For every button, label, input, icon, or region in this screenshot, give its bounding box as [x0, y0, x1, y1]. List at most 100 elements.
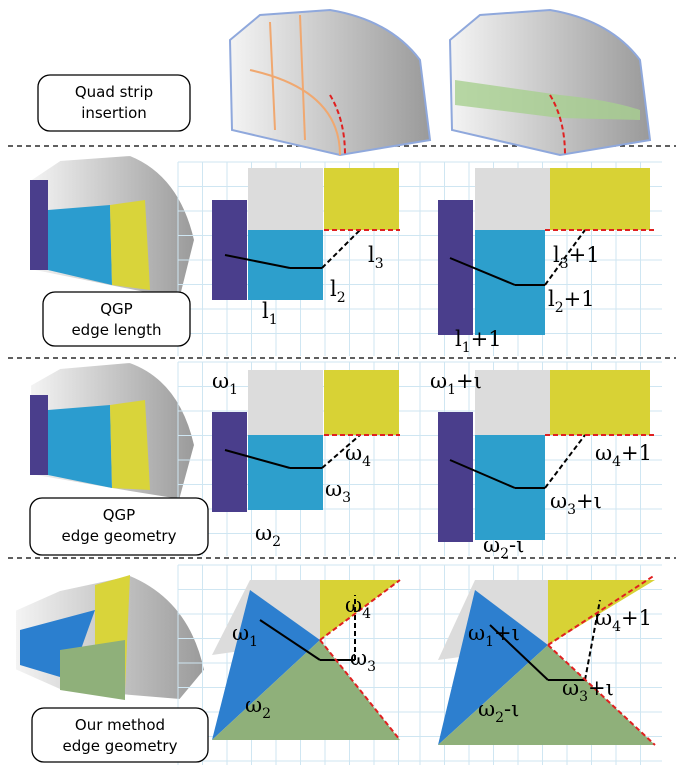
math-label: ω2-ι [478, 697, 519, 726]
math-label: l1 [262, 299, 278, 328]
math-label: ω2 [245, 693, 271, 722]
math-label: ω3 [325, 477, 351, 506]
arrow [449, 459, 516, 489]
label-base: ω [255, 521, 272, 545]
models-left [14, 153, 207, 702]
math-label: ω4+1 [595, 441, 652, 470]
cell [212, 590, 320, 740]
label-sub: 1 [462, 340, 471, 356]
cell [324, 370, 399, 435]
math-label: l2+1 [548, 287, 595, 316]
math-label: l3 [368, 243, 384, 272]
row-label: edge geometry [63, 737, 178, 755]
cell [248, 435, 323, 510]
label-base: l [368, 243, 375, 267]
label-suffix: +ι [588, 676, 614, 700]
label-base: l [553, 243, 560, 267]
cell [438, 590, 548, 745]
label-sub: 1 [485, 634, 494, 650]
label-sub: 3 [342, 490, 351, 506]
cell [550, 168, 650, 230]
label-sub: 1 [249, 634, 258, 650]
math-label: ω3+ι [550, 489, 602, 518]
cell [475, 168, 550, 230]
cell [212, 200, 247, 300]
label-suffix: +ι [456, 369, 482, 393]
cell [475, 370, 550, 435]
math-label: ω3 [350, 646, 376, 675]
label-sub: 2 [555, 300, 564, 316]
label-base: ω [468, 621, 485, 645]
label-box [29, 497, 209, 556]
math-label: ω4+1 [595, 606, 652, 635]
dash [321, 434, 361, 469]
label-suffix: +1 [621, 441, 652, 465]
label-base: ω [430, 369, 447, 393]
dash [547, 644, 656, 746]
label-suffix: -ι [504, 697, 519, 721]
label-sub: 3 [560, 256, 569, 272]
cell [248, 370, 323, 435]
label-sub: 2 [337, 290, 346, 306]
math-label: ω1+ι [430, 369, 482, 398]
label-sub: 4 [612, 454, 621, 470]
label-box [37, 74, 191, 132]
label-base: l [262, 299, 269, 323]
math-label: l3+1 [553, 243, 600, 272]
cell [438, 645, 655, 745]
label-suffix: +ι [576, 489, 602, 513]
arrow [489, 624, 549, 681]
dash [321, 229, 361, 269]
math-label: ω1 [232, 621, 258, 650]
arrow [259, 619, 321, 661]
math-label: ω2-ι [483, 533, 524, 562]
row-label: Our method [75, 716, 165, 734]
label-sub: 2 [262, 706, 271, 722]
label-box [31, 707, 209, 763]
label-suffix: +1 [471, 327, 502, 351]
row-label: insertion [81, 104, 147, 122]
dash [544, 229, 586, 286]
math-label: ω4 [345, 593, 371, 622]
arrow [224, 254, 291, 269]
row-label: QGP [103, 506, 135, 524]
math-label: ω3+ι [562, 676, 614, 705]
label-sub: 1 [229, 382, 238, 398]
cell [550, 370, 650, 435]
arrow [224, 449, 291, 469]
label-base: ω [350, 646, 367, 670]
cell [548, 580, 655, 645]
label-base: ω [325, 477, 342, 501]
label-box [42, 291, 191, 347]
math-label: ω1+ι [468, 621, 520, 650]
math-label: l1+1 [455, 327, 502, 356]
label-base: ω [232, 621, 249, 645]
label-sub: 3 [375, 256, 384, 272]
cell [438, 200, 473, 335]
math-label: ω1 [212, 369, 238, 398]
row-label: Quad strip [75, 83, 153, 101]
label-sub: 3 [567, 502, 576, 518]
label-base: l [455, 327, 462, 351]
label-base: l [330, 277, 337, 301]
row-label: QGP [100, 300, 132, 318]
dash [319, 579, 401, 641]
label-base: ω [595, 441, 612, 465]
label-base: ω [483, 533, 500, 557]
label-base: ω [562, 676, 579, 700]
label-suffix: +1 [564, 287, 595, 311]
label-sub: 2 [500, 546, 509, 562]
label-base: ω [212, 369, 229, 393]
dash [319, 639, 401, 741]
label-base: ω [345, 441, 362, 465]
row-label: edge geometry [62, 527, 177, 545]
row-label: edge length [71, 321, 161, 339]
label-sub: 2 [495, 710, 504, 726]
model-row1 [228, 8, 652, 157]
dash [547, 574, 656, 646]
label-sub: 3 [367, 659, 376, 675]
label-suffix: +1 [569, 243, 600, 267]
cell [212, 640, 400, 740]
dash [544, 434, 586, 489]
